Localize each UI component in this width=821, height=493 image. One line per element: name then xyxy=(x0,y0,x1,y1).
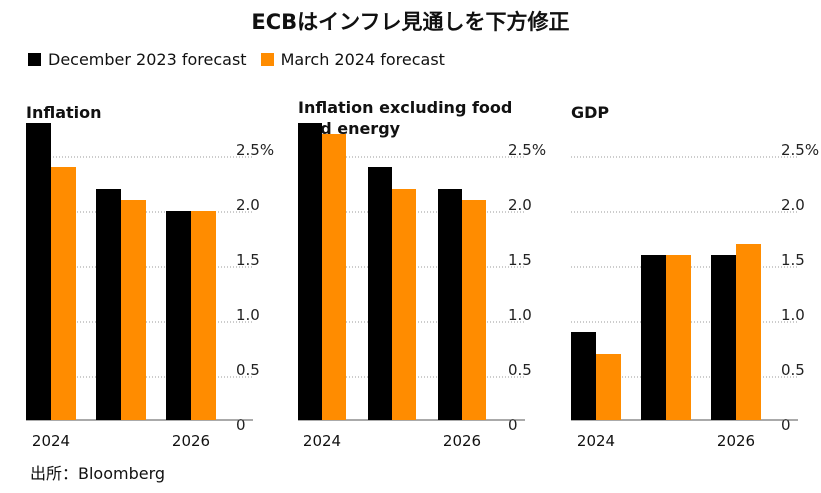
bar-2-2026-mar2024 xyxy=(736,244,761,420)
x-tick-label-2-2024: 2024 xyxy=(577,432,615,450)
bar-1-2025-dec2023 xyxy=(368,167,392,420)
y-tick-label-0-2: 1.0 xyxy=(236,306,260,324)
bar-0-2025-dec2023 xyxy=(96,189,121,420)
y-tick-label-1-3: 1.5 xyxy=(508,251,532,269)
x-tick-label-1-2026: 2026 xyxy=(443,432,481,450)
legend: December 2023 forecast March 2024 foreca… xyxy=(28,50,459,69)
y-tick-label-1-1: 0.5 xyxy=(508,361,532,379)
y-tick-label-1-2: 1.0 xyxy=(508,306,532,324)
y-tick-label-2-5: 2.5% xyxy=(781,141,819,159)
bar-1-2026-mar2024 xyxy=(462,200,486,420)
bar-0-2024-dec2023 xyxy=(26,123,51,420)
y-tick-label-2-3: 1.5 xyxy=(781,251,805,269)
x-tick-label-2-2026: 2026 xyxy=(717,432,755,450)
panel-title-1-line-1: and energy xyxy=(298,119,401,138)
bar-0-2025-mar2024 xyxy=(121,200,146,420)
panel-title-0-line-0: Inflation xyxy=(26,103,102,122)
bar-2-2025-dec2023 xyxy=(641,255,666,420)
y-tick-label-0-3: 1.5 xyxy=(236,251,260,269)
x-tick-label-0-2026: 2026 xyxy=(172,432,210,450)
y-tick-label-1-5: 2.5% xyxy=(508,141,546,159)
bar-2-2024-dec2023 xyxy=(571,332,596,420)
bar-1-2026-dec2023 xyxy=(438,189,462,420)
bar-2-2024-mar2024 xyxy=(596,354,621,420)
y-tick-label-1-4: 2.0 xyxy=(508,196,532,214)
source-note: 出所：Bloomberg xyxy=(30,464,166,483)
legend-swatch-mar2024 xyxy=(260,53,274,66)
x-tick-label-0-2024: 2024 xyxy=(32,432,70,450)
y-tick-label-0-5: 2.5% xyxy=(236,141,274,159)
bar-1-2024-mar2024 xyxy=(322,134,346,420)
y-tick-label-0-4: 2.0 xyxy=(236,196,260,214)
panel-title-2-line-0: GDP xyxy=(571,103,609,122)
panel-title-1-line-0: Inflation excluding food xyxy=(298,98,512,117)
bar-1-2024-dec2023 xyxy=(298,123,322,420)
bar-1-2025-mar2024 xyxy=(392,189,416,420)
y-tick-label-2-2: 1.0 xyxy=(781,306,805,324)
x-tick-label-1-2024: 2024 xyxy=(303,432,341,450)
y-tick-label-2-4: 2.0 xyxy=(781,196,805,214)
y-tick-label-1-0: 0 xyxy=(508,416,518,434)
y-tick-label-2-0: 0 xyxy=(781,416,791,434)
legend-label-dec2023: December 2023 forecast xyxy=(48,50,247,69)
legend-label-mar2024: March 2024 forecast xyxy=(280,50,445,69)
bar-0-2026-mar2024 xyxy=(191,211,216,420)
y-tick-label-0-0: 0 xyxy=(236,416,246,434)
bar-2-2026-dec2023 xyxy=(711,255,736,420)
y-tick-label-0-1: 0.5 xyxy=(236,361,260,379)
legend-swatch-dec2023 xyxy=(28,53,41,66)
chart-title: ECBはインフレ見通しを下方修正 xyxy=(251,10,570,34)
bar-2-2025-mar2024 xyxy=(666,255,691,420)
bar-0-2026-dec2023 xyxy=(166,211,191,420)
bar-0-2024-mar2024 xyxy=(51,167,76,420)
y-tick-label-2-1: 0.5 xyxy=(781,361,805,379)
